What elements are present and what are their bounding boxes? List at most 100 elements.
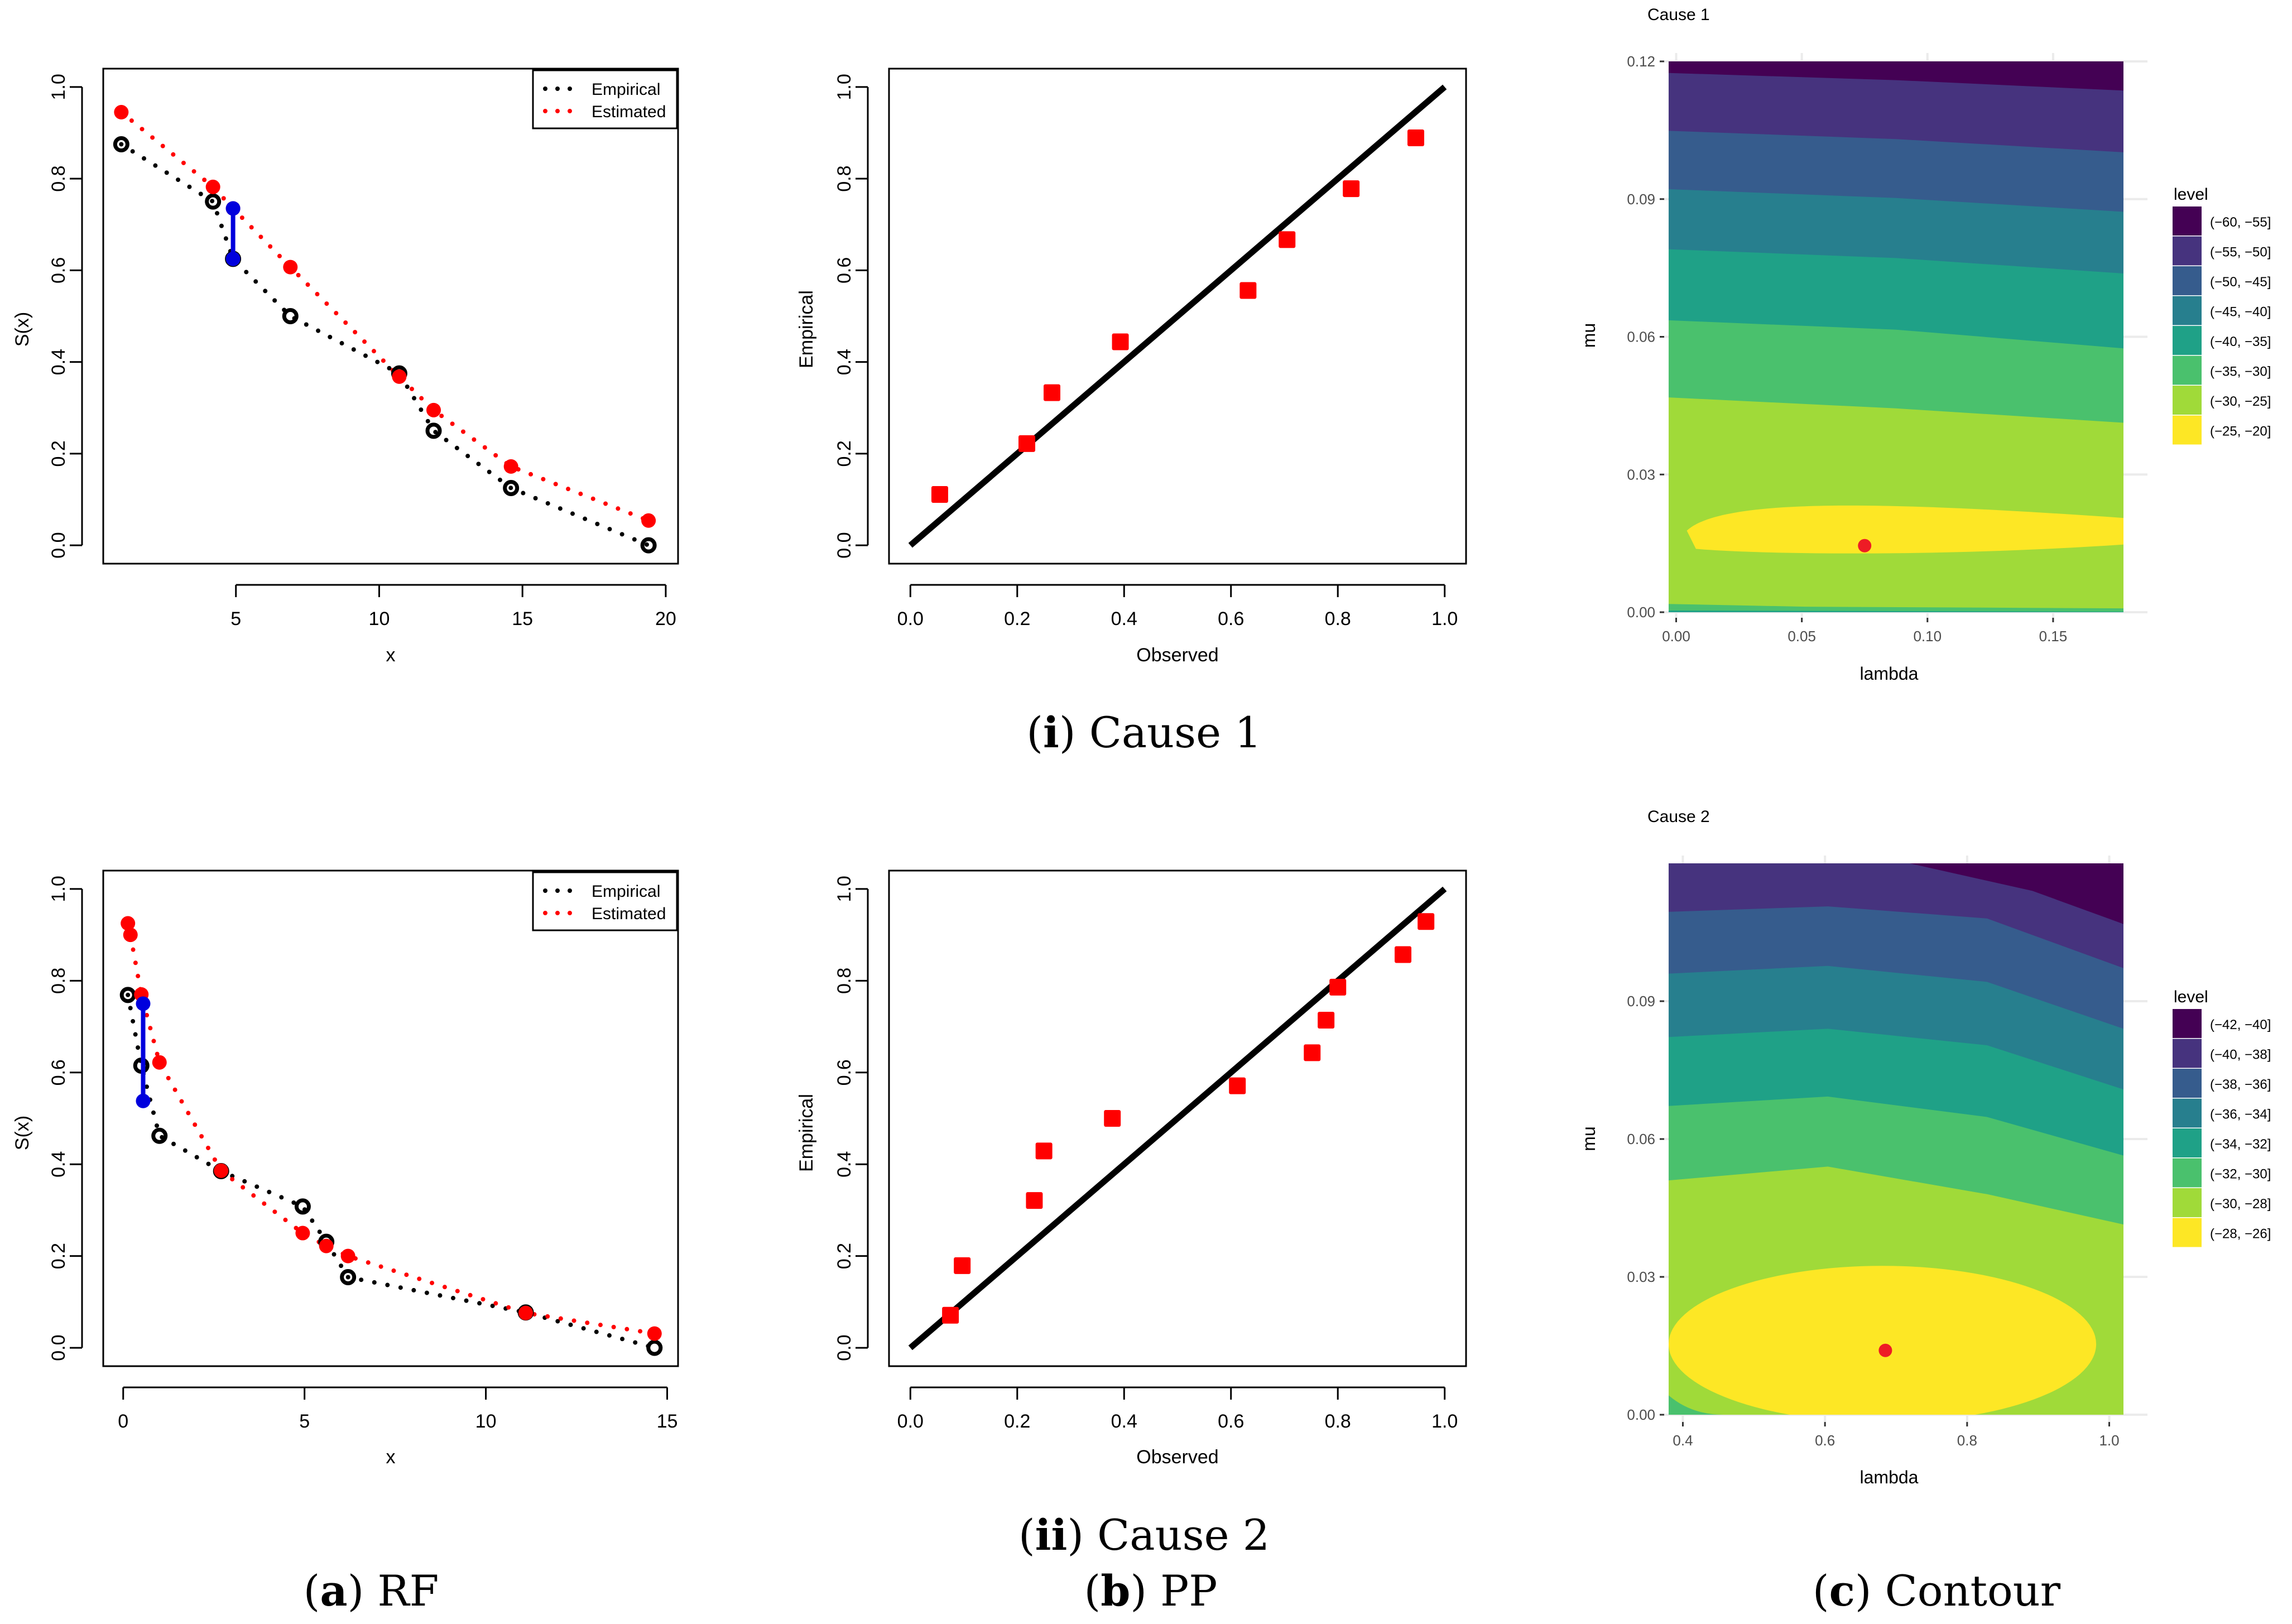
pp-point — [1279, 231, 1296, 248]
y-tick-label: 0.8 — [48, 165, 69, 191]
x-tick-label: 0.0 — [897, 1411, 924, 1432]
legend-swatch — [2173, 355, 2202, 385]
max-gap-point-low — [225, 251, 241, 266]
estimated-point — [121, 916, 136, 931]
pp-point — [1343, 180, 1360, 198]
y-tick-label: 0.00 — [1627, 1406, 1655, 1423]
plot-frame — [888, 68, 1467, 565]
estimated-point — [283, 260, 298, 275]
pp-point — [931, 486, 948, 503]
legend-label: (−40, −35] — [2210, 334, 2271, 349]
legend-label: (−30, −28] — [2210, 1197, 2271, 1212]
legend-box — [532, 871, 678, 931]
x-tick-label: 0.00 — [1662, 628, 1690, 645]
empirical-point — [425, 422, 442, 439]
pp-point — [1407, 129, 1425, 147]
contour-band-level-7 — [1669, 1266, 2096, 1415]
rf-plot-rf2: 0 5 10 15 0.0 0.2 0.4 0.6 0.8 1.0 x S(x) Empirical Es… — [12, 869, 679, 1468]
x-tick-label: 10 — [475, 1411, 497, 1432]
legend-swatch — [2173, 206, 2202, 236]
y-tick-label: 0.6 — [834, 1059, 855, 1085]
contour-fills — [1669, 863, 2123, 1415]
y-axis-label: S(x) — [12, 312, 33, 347]
y-tick-label: 0.4 — [834, 349, 855, 375]
y-tick-label: 0.4 — [834, 1151, 855, 1178]
y-tick-label: 0.03 — [1627, 1269, 1655, 1285]
estimated-line — [126, 921, 657, 1336]
legend-swatch — [2173, 1039, 2202, 1068]
legend-label-empirical: Empirical — [592, 882, 660, 901]
contour-band-level-7 — [1686, 505, 2123, 554]
x-tick-label: 0.6 — [1218, 1411, 1244, 1432]
legend-swatch — [2173, 1098, 2202, 1128]
legend-label: (−30, −25] — [2210, 394, 2271, 409]
x-tick-label: 15 — [657, 1411, 678, 1432]
estimated-point — [114, 105, 129, 120]
pp-point — [1304, 1044, 1321, 1061]
empirical-point — [340, 1269, 357, 1285]
empirical-point — [113, 136, 129, 153]
legend-swatch — [2173, 326, 2202, 355]
legend-swatch — [2173, 236, 2202, 266]
max-gap-point-high — [225, 201, 241, 216]
rf-plot-rf1: 5 10 15 20 0.0 0.2 0.4 0.6 0.8 1.0 x S(x) Empirical E… — [12, 68, 679, 666]
empirical-point — [503, 479, 520, 496]
legend-label-estimated: Estimated — [592, 103, 666, 121]
x-tick-label: 0.4 — [1111, 608, 1137, 630]
x-tick-label: 0.8 — [1325, 1411, 1351, 1432]
pp-point — [1112, 333, 1129, 350]
x-tick-label: 10 — [369, 608, 390, 630]
empirical-line — [126, 992, 657, 1351]
x-tick-label: 20 — [655, 608, 676, 630]
legend-box — [532, 69, 678, 129]
y-tick-label: 0.4 — [48, 349, 69, 375]
x-tick-label: 5 — [230, 608, 241, 630]
legend-label: (−60, −55] — [2210, 215, 2271, 230]
y-tick-label: 0.06 — [1627, 1131, 1655, 1147]
legend-label: (−50, −45] — [2210, 275, 2271, 290]
pp-point — [1026, 1192, 1043, 1209]
contour-title: Cause 2 — [1647, 808, 1710, 826]
pp-point — [1035, 1142, 1053, 1160]
pp-point — [1239, 282, 1257, 299]
x-tick-label: 15 — [512, 608, 533, 630]
x-axis-label: x — [386, 1447, 396, 1468]
legend-swatch — [2173, 1158, 2202, 1188]
legend-swatch — [2173, 415, 2202, 445]
estimated-point — [295, 1226, 310, 1241]
reference-line — [908, 84, 1447, 548]
pp-point — [954, 1257, 971, 1274]
pp-point — [1044, 384, 1061, 401]
y-tick-label: 1.0 — [834, 876, 855, 902]
y-tick-label: 0.4 — [48, 1151, 69, 1178]
legend-label: (−55, −50] — [2210, 245, 2271, 260]
y-tick-label: 0.03 — [1627, 466, 1655, 483]
y-tick-label: 0.2 — [834, 440, 855, 467]
y-axis-label: mu — [1579, 1126, 1599, 1151]
x-tick-label: 0.8 — [1325, 608, 1351, 630]
y-tick-label: 0.0 — [48, 532, 69, 559]
empirical-point — [640, 537, 657, 554]
contour-plot-ct2: Cause 2 0.4 0.6 0.8 1.0 0.00 0.03 0.06 0.09 lambd… — [1579, 808, 2271, 1487]
legend-swatch — [2173, 1128, 2202, 1157]
estimated-point — [205, 179, 220, 194]
estimated-point — [340, 1248, 355, 1263]
y-tick-label: 0.09 — [1627, 993, 1655, 1010]
pp-point — [1229, 1077, 1246, 1094]
reference-line — [908, 886, 1447, 1351]
pp-point — [1395, 946, 1412, 963]
empirical-line — [119, 142, 651, 548]
plot-frame — [888, 869, 1467, 1367]
caption-col-a: (a) RF — [303, 1566, 439, 1616]
y-tick-label: 0.0 — [834, 532, 855, 559]
y-tick-label: 0.2 — [48, 1243, 69, 1269]
optimum-point — [1878, 1343, 1892, 1357]
y-axis-label: Empirical — [796, 290, 817, 368]
y-tick-label: 1.0 — [48, 876, 69, 902]
x-tick-label: 0.05 — [1788, 628, 1816, 645]
empirical-point — [119, 987, 136, 1003]
y-tick-label: 0.12 — [1627, 53, 1655, 70]
caption-row-1: (i) Cause 1 — [1026, 708, 1262, 757]
pp-point — [1318, 1012, 1335, 1029]
